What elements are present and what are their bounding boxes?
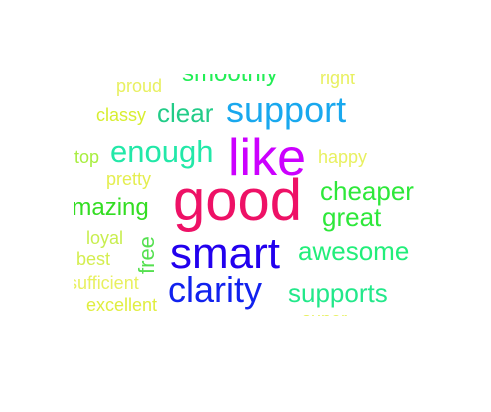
word-loyal: loyal <box>86 228 124 248</box>
word-support: support <box>226 89 347 130</box>
word-awesome: awesome <box>298 236 410 266</box>
word-proud: proud <box>116 76 163 96</box>
word-enough: enough <box>110 134 214 169</box>
word-sufficient: sufficient <box>74 273 139 293</box>
word-best: best <box>76 249 111 269</box>
word-like: like <box>228 129 307 187</box>
word-super: super <box>302 310 347 316</box>
word-cloud-clip: smoothly proud right classy clear suppor… <box>74 74 434 316</box>
word-smoothly: smoothly <box>182 74 278 86</box>
word-classy: classy <box>96 105 147 125</box>
word-good: good <box>173 168 303 233</box>
word-top: top <box>74 147 100 167</box>
word-cheaper: cheaper <box>320 176 414 206</box>
word-supports: supports <box>288 278 388 308</box>
word-free: free <box>134 236 159 274</box>
word-amazing: amazing <box>74 194 149 221</box>
word-excellent: excellent <box>86 295 158 315</box>
word-clarity: clarity <box>168 269 263 310</box>
word-happy: happy <box>318 147 368 167</box>
word-clear: clear <box>157 98 214 128</box>
word-right: right <box>320 74 356 88</box>
word-pretty: pretty <box>106 169 152 189</box>
word-great: great <box>322 202 382 232</box>
word-smart: smart <box>170 229 280 278</box>
